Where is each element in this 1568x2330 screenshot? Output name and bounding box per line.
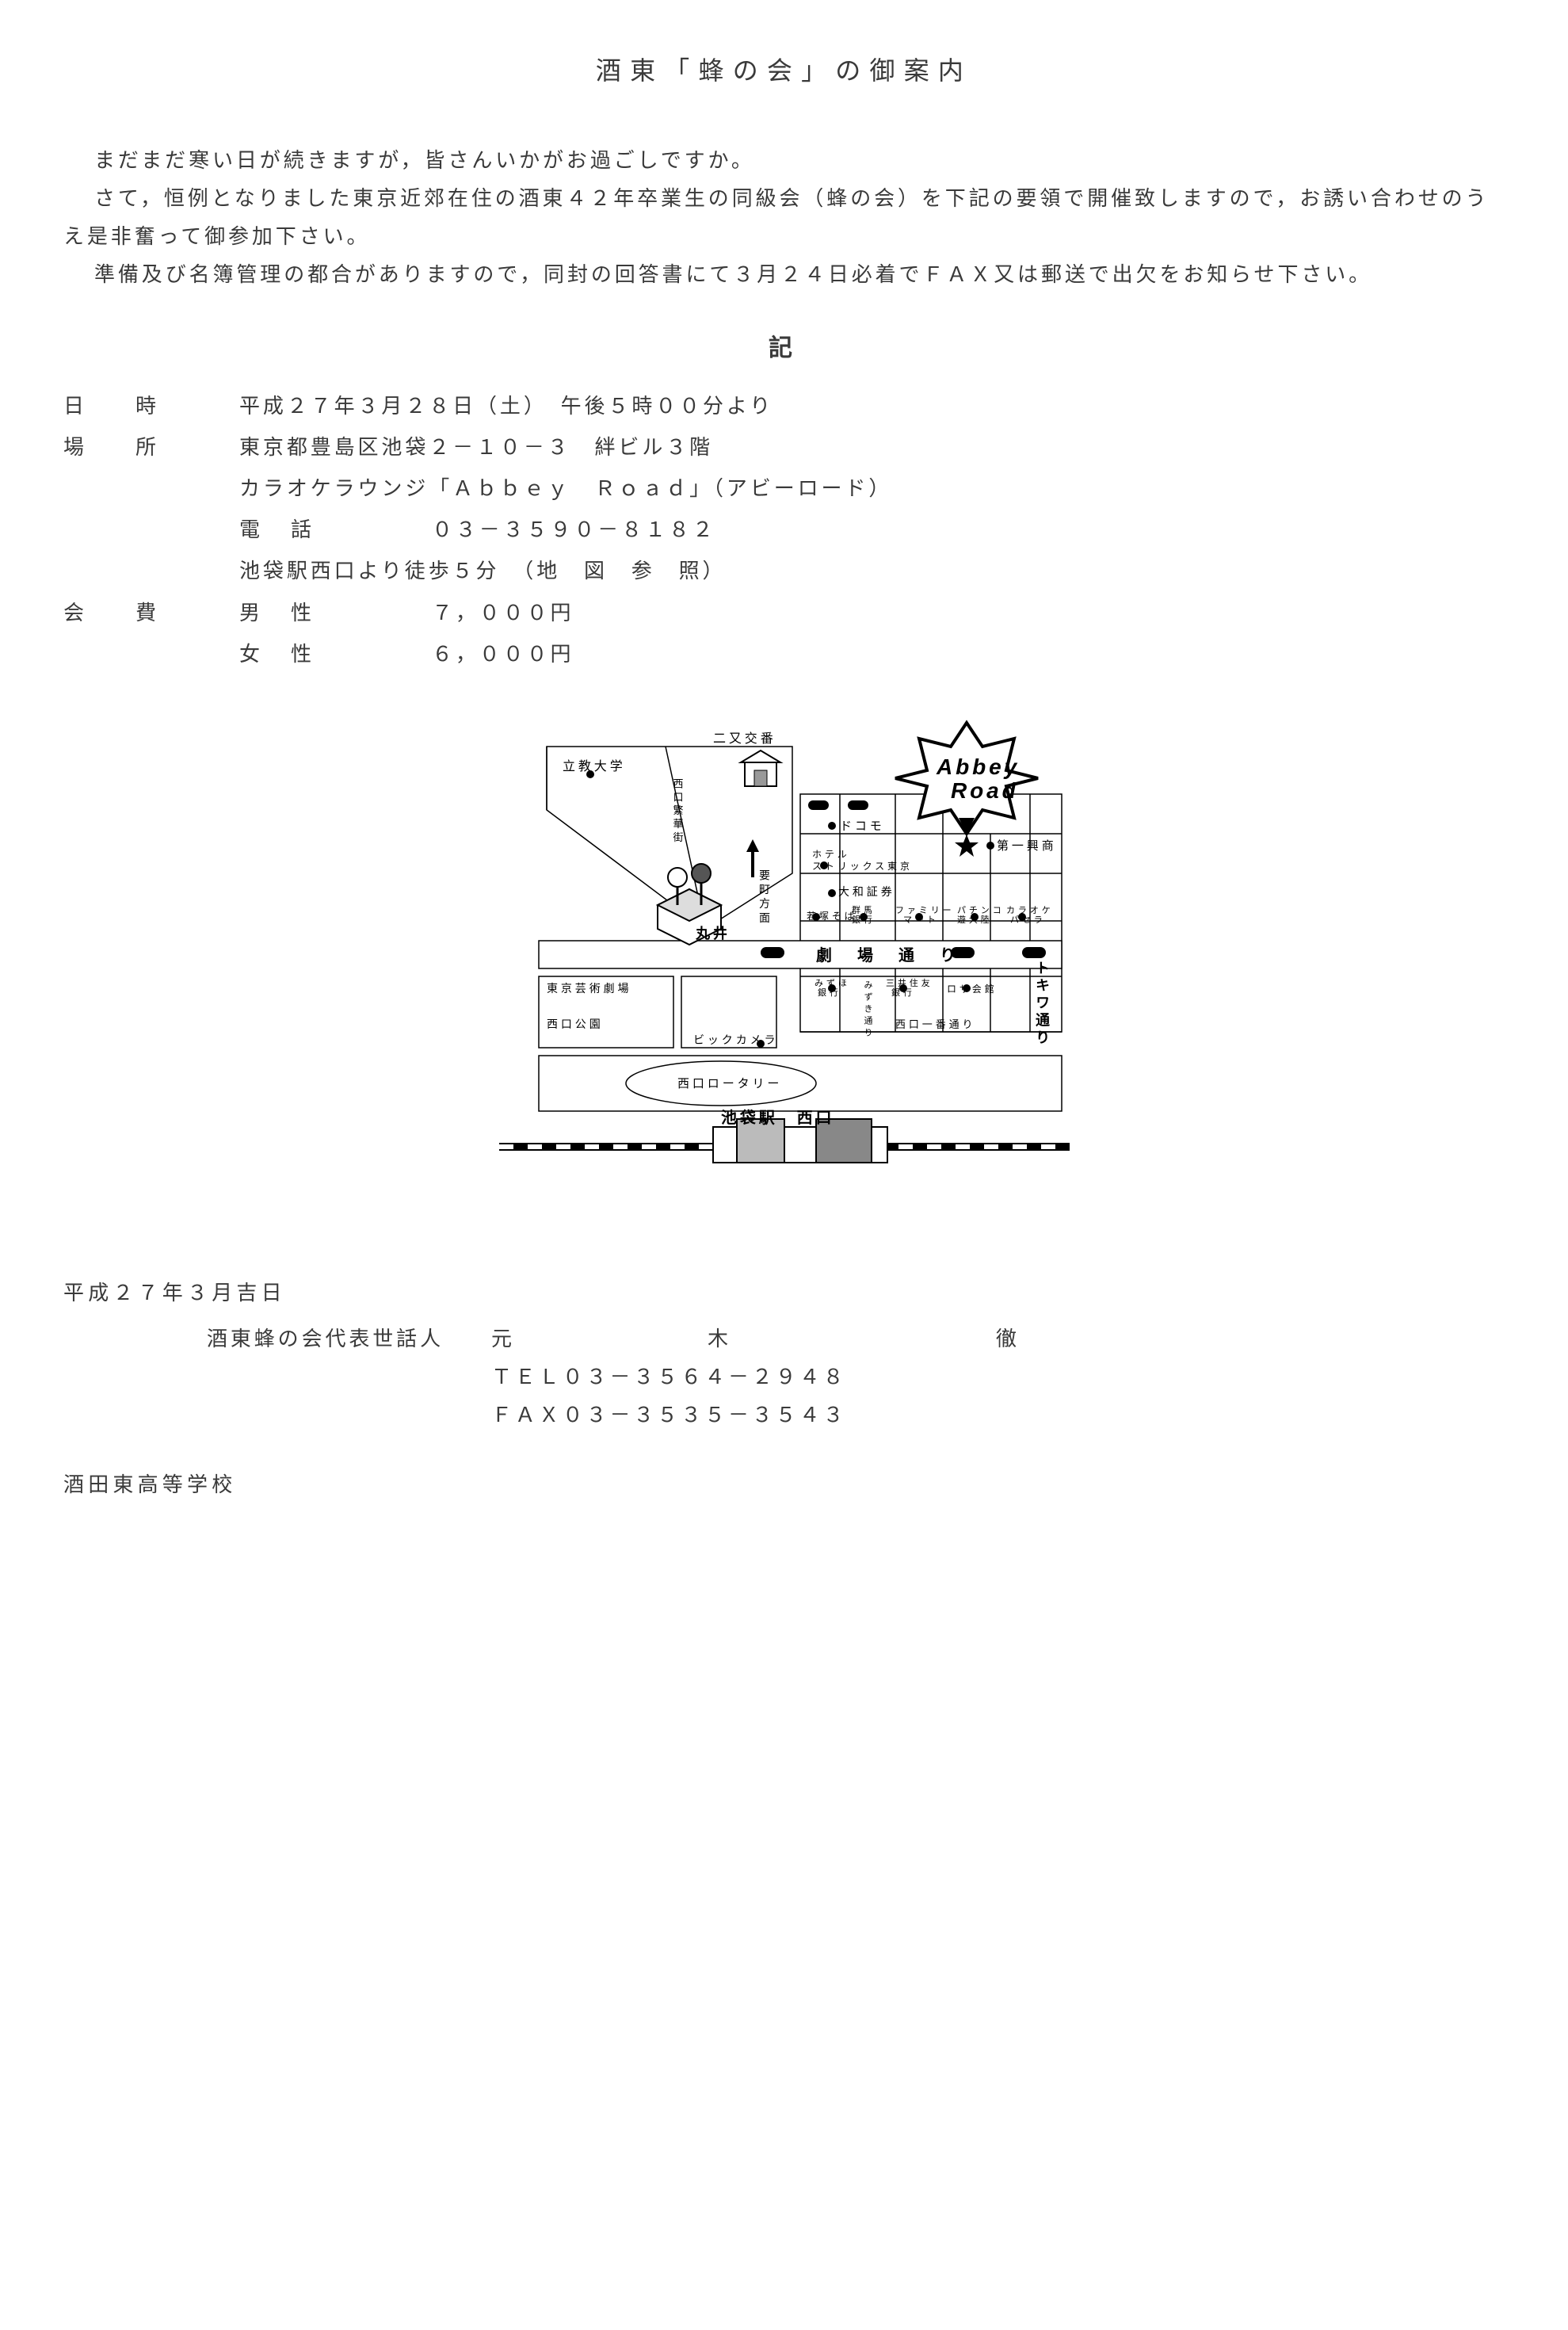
map-docomo: ドコモ: [840, 819, 885, 833]
map-gunma1: 群馬: [852, 904, 876, 915]
place-line2: カラオケラウンジ「Ａｂｂｅｙ Ｒｏａｄ」（アビーロード）: [239, 468, 892, 510]
organizer-tel: ＴＥＬ０３－３５６４－２９４８: [491, 1358, 1505, 1396]
map-daiwa: 大和証券: [838, 885, 895, 898]
map-station: 池袋駅 西口: [721, 1108, 834, 1127]
map-gunma2: 銀行: [852, 914, 876, 925]
map-rosa: ロサ会館: [947, 983, 998, 995]
fee-m-value: ７，０００円: [432, 593, 892, 634]
map-marui: 丸井: [695, 925, 731, 942]
map-hotel2: ストリックス東京: [812, 861, 913, 872]
paragraph-3: 準備及び名簿管理の都合がありますので，同封の回答書にて３月２４日必着でＦＡＸ又は…: [63, 256, 1505, 294]
map-mitsui1: 三井住友: [886, 977, 933, 988]
map-bic: ビックカメラ: [693, 1033, 778, 1046]
organizer-fax: ＦＡＸ０３－３５３５－３５４３: [491, 1396, 1505, 1434]
map-rotary: 西口ロータリー: [677, 1077, 782, 1091]
tel-label: 電話: [239, 510, 432, 551]
map-pasela1: カラオケ: [1006, 905, 1054, 915]
map-daiichi: 第一興商: [997, 838, 1057, 853]
signers-block: 酒東蜂の会代表世話人 元 木 徹 ＴＥＬ０３－３５６４－２９４８ ＦＡＸ０３－３…: [63, 1320, 1505, 1434]
svg-text:Road: Road: [951, 778, 1019, 803]
map-svg: Abbey Road 二又交番 立教大学 ドコモ 第一興商 ホテル ストリックス: [499, 715, 1070, 1206]
map-gekijo: 劇 場 通 り: [816, 946, 960, 964]
map-geijutsu: 東京芸術劇場: [547, 982, 631, 995]
place-label: 場所: [63, 427, 239, 468]
footer-date: 平成２７年３月吉日: [63, 1274, 1505, 1312]
fee-m-label: 男性: [239, 593, 432, 634]
svg-text:Abbey: Abbey: [936, 754, 1020, 779]
map-hotel1: ホテル: [812, 849, 850, 860]
map-rikkyo: 立教大学: [563, 759, 626, 773]
date-label: 日時: [63, 386, 239, 427]
map-futamata: 二又交番: [713, 731, 776, 746]
map-mizuho1: みずほ: [815, 978, 850, 988]
document-title: 酒東「蜂の会」の御案内: [63, 48, 1505, 94]
body-text: まだまだ寒い日が続きますが，皆さんいかがお過ごしですか。 さて，恒例となりました…: [63, 142, 1505, 294]
map-pachi1: パチンコ: [957, 905, 1005, 915]
map-yomachi: 要町方面: [758, 869, 771, 926]
school-name: 酒田東高等学校: [63, 1466, 1505, 1504]
fee-f-value: ６，０００円: [432, 634, 892, 675]
map-mizuki: みずき通り: [863, 980, 873, 1040]
map-waka: 若塚そば: [807, 911, 857, 922]
map-ichiban: 西口一番通り: [895, 1018, 975, 1030]
map-famima2: マート: [903, 915, 939, 925]
map-mitsui2: 銀行: [891, 987, 915, 998]
map-tokiwa: トキワ通り: [1034, 961, 1050, 1048]
map-mizuho2: 銀行: [818, 987, 841, 998]
fee-label: 会費: [63, 593, 239, 634]
tel-value: ０３－３５９０－８１８２: [432, 510, 892, 551]
paragraph-1: まだまだ寒い日が続きますが，皆さんいかがお過ごしですか。: [63, 142, 1505, 180]
place-line4: 池袋駅西口より徒歩５分 （地 図 参 照）: [239, 551, 892, 592]
details-table: 日時 平成２７年３月２８日（土） 午後５時００分より 場所 東京都豊島区池袋２－…: [63, 386, 892, 675]
map-famima1: ファミリー: [895, 906, 955, 915]
organizer-title: 酒東蜂の会代表世話人: [63, 1320, 491, 1358]
map-container: Abbey Road 二又交番 立教大学 ドコモ 第一興商 ホテル ストリックス: [63, 715, 1505, 1219]
map-nishiguchi-line: 西口繁華街: [671, 778, 683, 846]
ki-marker: 記: [63, 327, 1505, 371]
date-value: 平成２７年３月２８日（土） 午後５時００分より: [239, 386, 892, 427]
map-nishipark: 西口公園: [547, 1018, 604, 1030]
fee-f-label: 女性: [239, 634, 432, 675]
place-line1: 東京都豊島区池袋２－１０－３ 絆ビル３階: [239, 427, 892, 468]
map-pachi2: 遊大陸: [957, 914, 993, 925]
organizer-name: 元 木 徹: [491, 1320, 1505, 1358]
paragraph-2: さて，恒例となりました東京近郊在住の酒東４２年卒業生の同級会（蜂の会）を下記の要…: [63, 180, 1505, 256]
map-pasela2: パセラ: [1010, 915, 1046, 925]
